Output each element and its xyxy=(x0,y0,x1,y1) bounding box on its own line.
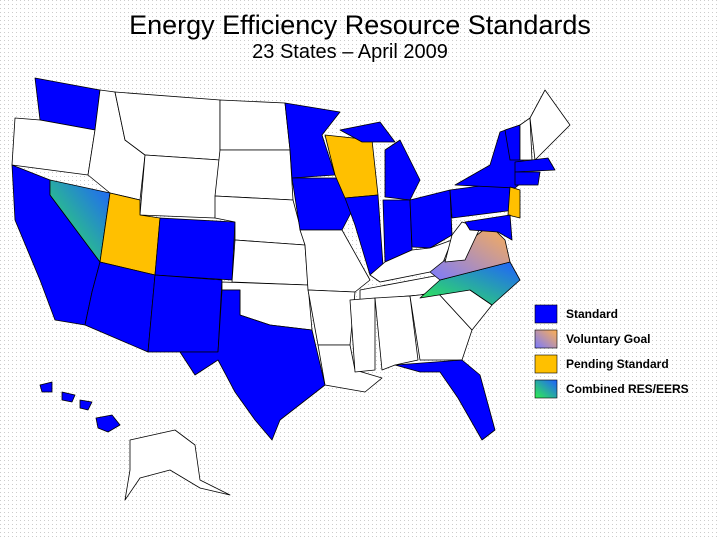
us-map xyxy=(11,77,571,501)
legend-label: Combined RES/EERS xyxy=(566,382,689,396)
state xyxy=(514,157,556,173)
state xyxy=(507,186,521,219)
title: Energy Efficiency Resource Standards xyxy=(129,10,591,40)
legend: Standard Voluntary Goal Pending Standard Co… xyxy=(534,304,689,399)
state xyxy=(84,261,156,353)
state xyxy=(374,295,419,371)
state xyxy=(147,274,223,353)
legend-label: Pending Standard xyxy=(566,357,669,371)
state xyxy=(384,139,421,201)
state xyxy=(529,89,571,161)
state xyxy=(464,214,513,241)
legend-swatch xyxy=(534,329,558,349)
legend-swatch xyxy=(534,354,558,374)
state xyxy=(219,99,291,151)
state xyxy=(519,117,533,161)
state xyxy=(349,297,376,373)
state xyxy=(231,239,309,286)
state xyxy=(409,189,453,249)
legend-swatch xyxy=(534,379,558,399)
state xyxy=(394,359,496,441)
state xyxy=(339,121,396,143)
state xyxy=(444,221,481,263)
state xyxy=(79,399,93,411)
state xyxy=(39,381,53,393)
state xyxy=(95,414,121,433)
legend-label: Voluntary Goal xyxy=(566,332,650,346)
state xyxy=(317,344,383,393)
state xyxy=(139,154,221,219)
state xyxy=(154,217,236,281)
state xyxy=(514,171,541,186)
state xyxy=(179,289,326,441)
state xyxy=(214,149,294,201)
legend-label: Standard xyxy=(566,307,618,321)
legend-swatch xyxy=(534,304,558,324)
subtitle: 23 States – April 2009 xyxy=(252,41,448,63)
state xyxy=(124,429,231,501)
state xyxy=(61,391,76,403)
